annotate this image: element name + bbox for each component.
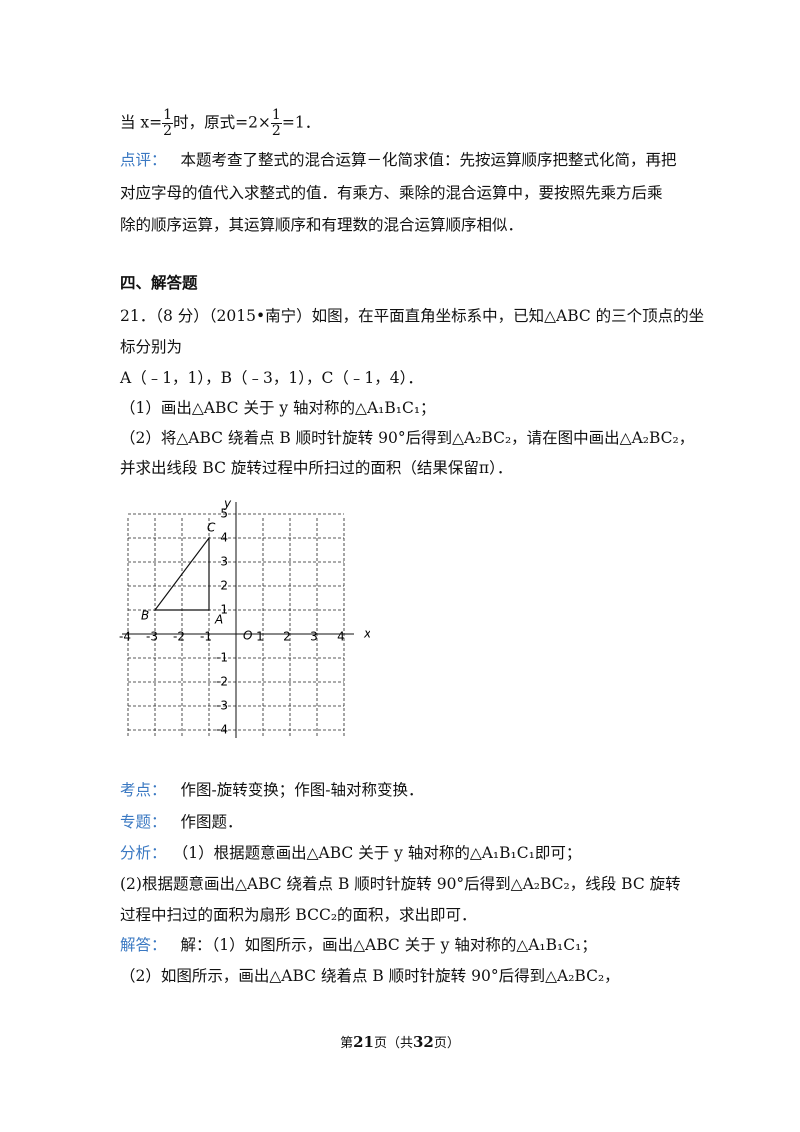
text: 本题考查了整式的混合运算－化简求值：先按运算顺序把整式化简，再把 bbox=[180, 151, 677, 169]
problem-line: 标分别为 bbox=[120, 338, 183, 356]
text: 时，原式=2× bbox=[173, 113, 271, 132]
y-tick-label: -1 bbox=[216, 651, 228, 665]
y-tick-label: -3 bbox=[216, 699, 228, 713]
comment-line: 点评： 本题考查了整式的混合运算－化简求值：先按运算顺序把整式化简，再把 bbox=[120, 150, 677, 170]
page-number: 21 bbox=[353, 1033, 374, 1051]
text: 过程中扫过的面积为扇形 BCC₂的面积，求出即可． bbox=[120, 906, 477, 924]
numerator: 1 bbox=[162, 107, 174, 124]
y-tick-label: 4 bbox=[220, 531, 228, 545]
y-tick-label: 3 bbox=[220, 555, 228, 569]
y-axis-label: y bbox=[223, 497, 232, 511]
problem-line: （1）画出△ABC 关于 y 轴对称的△A₁B₁C₁； bbox=[120, 399, 436, 417]
label: 点评： bbox=[120, 151, 167, 169]
denominator: 2 bbox=[163, 123, 173, 139]
label: 分析： bbox=[120, 844, 167, 862]
text: 作图题． bbox=[180, 813, 243, 831]
label: 专题： bbox=[120, 813, 167, 831]
text: 页（共 bbox=[373, 1036, 413, 1051]
solution-line: （2）如图所示，画出△ABC 绕着点 B 顺时针旋转 90°后得到△A₂BC₂， bbox=[120, 966, 620, 986]
point-label: B bbox=[141, 609, 149, 623]
solution-line: (2)根据题意画出△ABC 绕着点 B 顺时针旋转 90°后得到△A₂BC₂，线… bbox=[120, 874, 681, 894]
y-tick-label: 5 bbox=[220, 507, 228, 521]
text: 解：（1）如图所示，画出△ABC 关于 y 轴对称的△A₁B₁C₁； bbox=[180, 936, 597, 954]
x-tick-label: 3 bbox=[310, 630, 318, 644]
problem-line: A（﹣1，1），B（﹣3，1），C（﹣1，4）． bbox=[120, 369, 423, 387]
denominator: 2 bbox=[271, 123, 281, 139]
x-tick-label: 2 bbox=[283, 630, 291, 644]
coordinate-graph: -4 -3 -2 -1 1 2 3 4 5 4 3 2 1 -1 -2 -3 -4 x y O A B C bbox=[119, 497, 370, 738]
text: (2)根据题意画出△ABC 绕着点 B 顺时针旋转 90°后得到△A₂BC₂，线… bbox=[120, 875, 681, 893]
solution-line: 分析： （1）根据题意画出△ABC 关于 y 轴对称的△A₁B₁C₁即可； bbox=[120, 843, 581, 863]
x-tick-label: 4 bbox=[337, 630, 345, 644]
section-title: 四、解答题 bbox=[120, 273, 198, 292]
label: 考点： bbox=[120, 781, 167, 799]
page-total: 32 bbox=[413, 1033, 434, 1051]
text: =1． bbox=[281, 113, 321, 132]
problem-line: 21．（8 分）（2015•南宁）如图，在平面直角坐标系中，已知△ABC 的三个… bbox=[120, 307, 705, 325]
text: 当 x= bbox=[120, 113, 163, 132]
x-axis-label: x bbox=[363, 627, 370, 641]
answer-line: 当 x= 1 2 时，原式=2× 1 2 =1． bbox=[120, 108, 320, 139]
problem-line: 并求出线段 BC 旋转过程中所扫过的面积（结果保留π）． bbox=[120, 459, 513, 477]
section: 四、解答题 bbox=[120, 273, 198, 293]
solution-line: 考点： 作图-旋转变换；作图-轴对称变换． bbox=[120, 780, 424, 800]
solution-line: 专题： 作图题． bbox=[120, 812, 243, 832]
text: （1）根据题意画出△ABC 关于 y 轴对称的△A₁B₁C₁即可； bbox=[180, 844, 582, 862]
text: 页） bbox=[433, 1036, 460, 1051]
comment-line: 对应字母的值代入求整式的值．有乘方、乘除的混合运算中，要按照先乘方后乘 bbox=[120, 184, 663, 202]
y-tick-label: -4 bbox=[216, 723, 228, 737]
x-tick-label: 1 bbox=[256, 630, 264, 644]
problem-line: （2）将△ABC 绕着点 B 顺时针旋转 90°后得到△A₂BC₂，请在图中画出… bbox=[120, 429, 695, 447]
label: 解答： bbox=[120, 936, 167, 954]
footer: 第21页（共32页） bbox=[0, 1032, 800, 1051]
text: 第 bbox=[340, 1036, 354, 1051]
x-tick-label: -1 bbox=[200, 630, 212, 644]
point-label: C bbox=[207, 521, 216, 535]
point-label: A bbox=[214, 613, 223, 627]
solution-line: 解答： 解：（1）如图所示，画出△ABC 关于 y 轴对称的△A₁B₁C₁； bbox=[120, 935, 597, 955]
y-tick-label: 2 bbox=[220, 579, 228, 593]
numerator: 1 bbox=[270, 107, 282, 124]
y-tick-label: -2 bbox=[216, 675, 228, 689]
y-tick-label: 1 bbox=[220, 603, 228, 617]
x-tick-label: -3 bbox=[146, 630, 158, 644]
triangle bbox=[153, 536, 210, 611]
text: 作图-旋转变换；作图-轴对称变换． bbox=[180, 781, 424, 799]
comment-line: 除的顺序运算，其运算顺序和有理数的混合运算顺序相似． bbox=[120, 216, 524, 234]
x-tick-label: -2 bbox=[173, 630, 185, 644]
text: （2）如图所示，画出△ABC 绕着点 B 顺时针旋转 90°后得到△A₂BC₂， bbox=[120, 967, 620, 985]
x-tick-label: -4 bbox=[119, 630, 131, 644]
origin-label: O bbox=[243, 629, 252, 643]
solution-line: 过程中扫过的面积为扇形 BCC₂的面积，求出即可． bbox=[120, 905, 477, 925]
